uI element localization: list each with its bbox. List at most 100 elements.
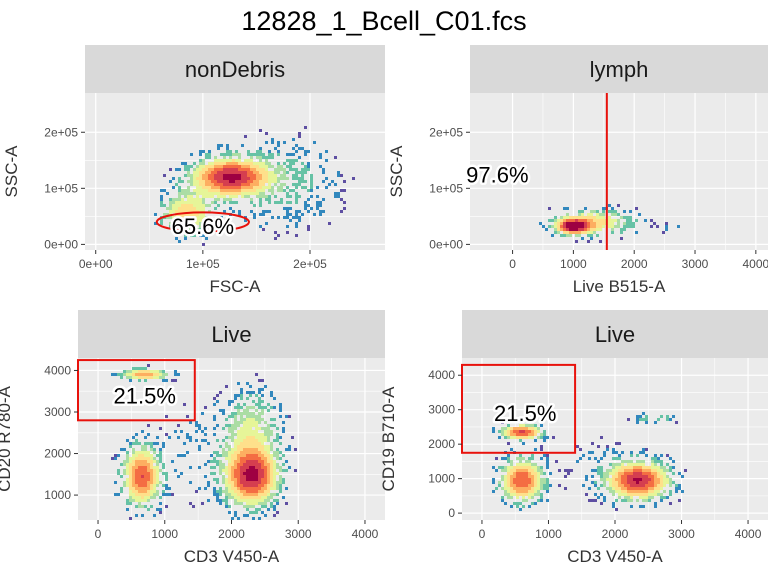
density-bin — [243, 451, 246, 454]
density-bin — [237, 442, 240, 445]
density-bin — [199, 222, 202, 225]
density-bin — [205, 195, 208, 198]
density-bin — [322, 210, 325, 213]
density-bin — [240, 487, 243, 490]
density-bin — [492, 490, 495, 493]
density-bin — [531, 466, 534, 469]
density-bin — [231, 427, 234, 430]
density-bin — [184, 201, 187, 204]
density-bin — [651, 484, 654, 487]
density-bin — [560, 222, 563, 225]
density-bin — [645, 415, 648, 418]
x-tick-label: 2000 — [621, 257, 648, 271]
density-bin — [274, 237, 277, 240]
density-bin — [540, 469, 543, 472]
density-bin — [328, 183, 331, 186]
density-bin — [495, 487, 498, 490]
y-tick-label: 0 — [448, 506, 455, 520]
strip-label: nonDebris — [185, 57, 285, 82]
density-bin — [268, 177, 271, 180]
density-bin — [144, 442, 147, 445]
x-tick-label: 2000 — [602, 527, 629, 541]
density-bin — [537, 466, 540, 469]
density-bin — [645, 490, 648, 493]
density-bin — [153, 373, 156, 376]
density-bin — [159, 373, 162, 376]
density-bin — [276, 448, 279, 451]
density-bin — [548, 219, 551, 222]
density-bin — [232, 183, 235, 186]
density-bin — [246, 436, 249, 439]
density-bin — [258, 388, 261, 391]
density-bin — [202, 234, 205, 237]
density-bin — [270, 463, 273, 466]
density-bin — [273, 493, 276, 496]
density-bin — [279, 478, 282, 481]
density-bin — [615, 481, 618, 484]
density-bin — [138, 469, 141, 472]
density-bin — [187, 219, 190, 222]
density-bin — [153, 442, 156, 445]
density-bin — [295, 159, 298, 162]
density-bin — [234, 466, 237, 469]
density-bin — [528, 436, 531, 439]
density-bin — [202, 207, 205, 210]
density-bin — [214, 159, 217, 162]
density-bin — [264, 385, 267, 388]
density-bin — [636, 484, 639, 487]
density-bin — [240, 394, 243, 397]
density-bin — [225, 418, 228, 421]
density-bin — [235, 195, 238, 198]
density-bin — [295, 186, 298, 189]
density-bin — [543, 439, 546, 442]
density-bin — [259, 153, 262, 156]
density-bin — [199, 201, 202, 204]
density-bin — [590, 234, 593, 237]
density-bin — [217, 189, 220, 192]
density-bin — [581, 216, 584, 219]
density-bin — [651, 490, 654, 493]
density-bin — [205, 204, 208, 207]
density-bin — [111, 457, 114, 460]
y-tick-label: 1000 — [428, 472, 455, 486]
density-bin — [249, 499, 252, 502]
density-bin — [237, 436, 240, 439]
density-bin — [623, 225, 626, 228]
density-bin — [277, 186, 280, 189]
density-bin — [193, 162, 196, 165]
density-bin — [132, 373, 135, 376]
gate-rectangle — [461, 363, 577, 454]
density-bin — [258, 415, 261, 418]
density-bin — [606, 478, 609, 481]
density-bin — [654, 457, 657, 460]
density-bin — [522, 493, 525, 496]
density-bin — [531, 457, 534, 460]
density-bin — [214, 228, 217, 231]
density-bin — [138, 490, 141, 493]
density-bin — [190, 177, 193, 180]
density-bin — [225, 505, 228, 508]
density-bin — [669, 478, 672, 481]
density-bin — [258, 475, 261, 478]
density-bin — [545, 228, 548, 231]
density-bin — [198, 427, 201, 430]
density-bin — [246, 490, 249, 493]
density-bin — [261, 466, 264, 469]
density-bin — [219, 454, 222, 457]
density-bin — [226, 174, 229, 177]
density-bin — [211, 192, 214, 195]
density-bin — [135, 499, 138, 502]
gate-label-halo: 21.5% — [114, 383, 176, 408]
density-bin — [255, 487, 258, 490]
density-bin — [247, 195, 250, 198]
density-bin — [554, 231, 557, 234]
density-bin — [160, 198, 163, 201]
density-bin — [235, 165, 238, 168]
density-bin — [181, 162, 184, 165]
density-bin — [504, 475, 507, 478]
density-bin — [129, 502, 132, 505]
density-bin — [144, 460, 147, 463]
density-bin — [612, 466, 615, 469]
density-bin — [238, 213, 241, 216]
density-bin — [525, 460, 528, 463]
